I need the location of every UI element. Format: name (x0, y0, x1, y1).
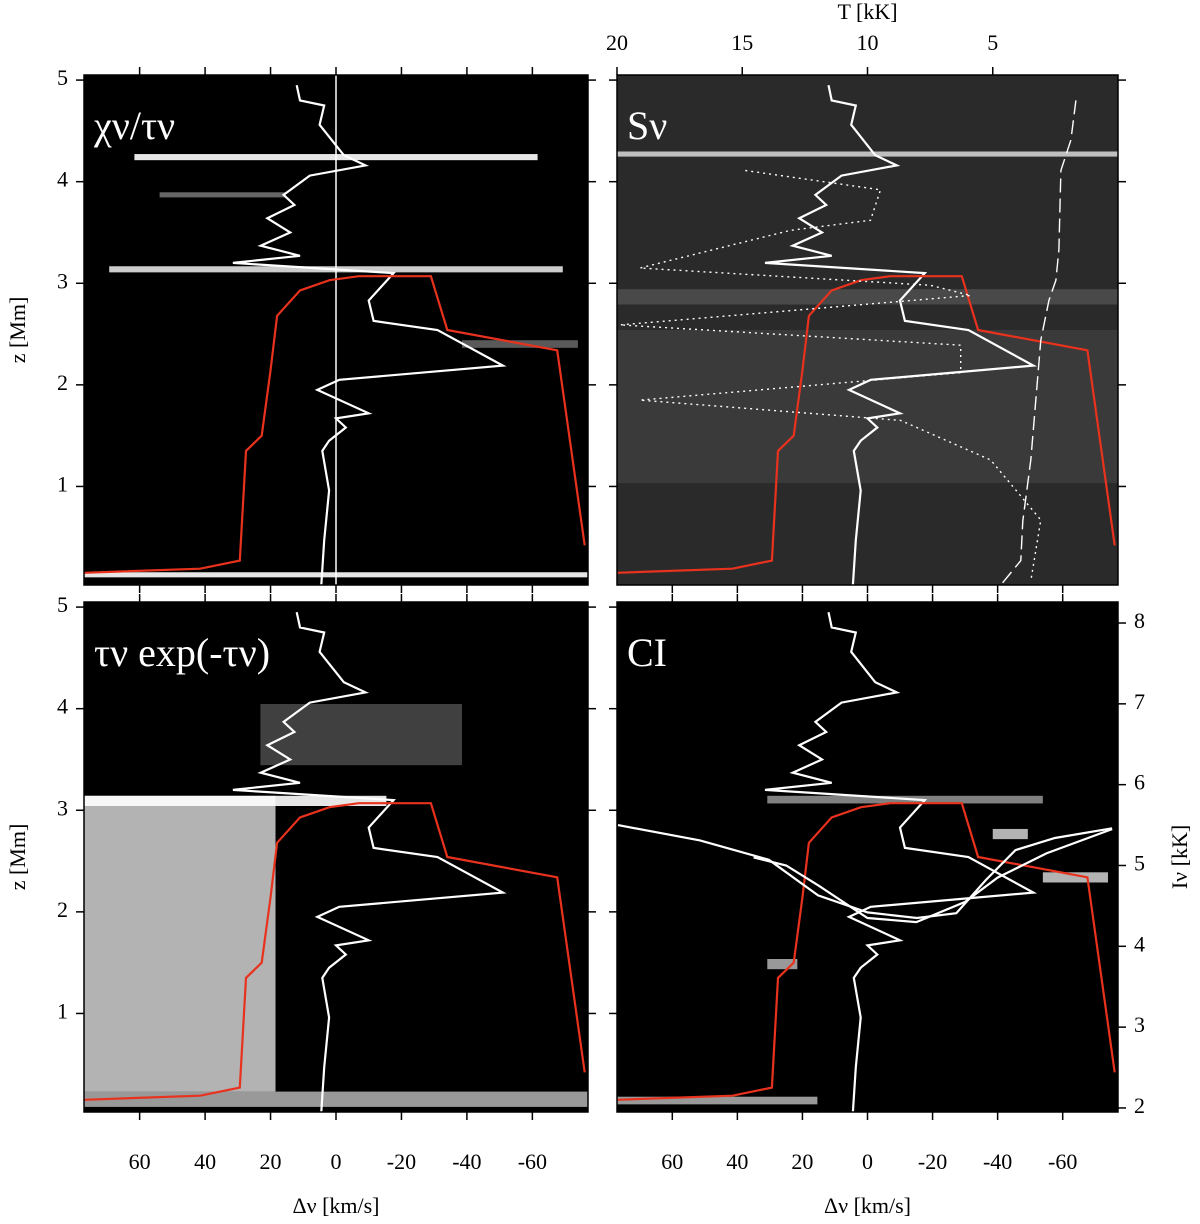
x-tick-label: 0 (331, 1149, 342, 1174)
curve (1000, 100, 1077, 585)
x2-tick-label: 20 (606, 30, 628, 55)
y2-tick-label: 4 (1134, 931, 1145, 956)
y-tick-label: 2 (57, 897, 68, 922)
panel-label: τν exp(-τν) (94, 630, 270, 675)
x2-tick-label: 15 (731, 30, 753, 55)
intensity-band (159, 192, 286, 198)
x-tick-label: 20 (791, 1149, 813, 1174)
curve (764, 84, 1038, 585)
x-tick-label: 60 (129, 1149, 151, 1174)
curve (753, 828, 1113, 924)
y-axis-label: z [Mm] (5, 824, 30, 891)
x-tick-label: -20 (918, 1149, 947, 1174)
x-tick-label: 40 (726, 1149, 748, 1174)
y-tick-label: 1 (57, 999, 68, 1024)
x-tick-label: 60 (661, 1149, 683, 1174)
intensity-band (84, 1091, 588, 1107)
curve (617, 802, 1116, 1101)
x-tick-label: -60 (518, 1149, 547, 1174)
curve (617, 824, 1113, 920)
curve (619, 169, 1042, 582)
intensity-band (617, 151, 1118, 157)
intensity-band (84, 795, 387, 806)
y2-axis-label: Iν [kK] (1167, 825, 1192, 889)
panel-label: χν/τν (93, 103, 175, 148)
intensity-band (617, 1096, 818, 1105)
x-axis-label: Δν [km/s] (292, 1193, 379, 1218)
intensity-band (617, 289, 1118, 305)
y2-tick-label: 2 (1134, 1093, 1145, 1118)
intensity-band (1042, 872, 1108, 883)
panel-label: Sν (627, 103, 667, 148)
y-tick-label: 1 (57, 472, 68, 497)
x-tick-label: -60 (1048, 1149, 1077, 1174)
y-axis-label: z [Mm] (5, 297, 30, 364)
x-tick-label: -20 (387, 1149, 416, 1174)
curve (232, 84, 507, 585)
panel-label: CI (627, 630, 667, 675)
intensity-band (617, 330, 1118, 483)
curve (764, 611, 1038, 1112)
panel (617, 602, 1118, 1112)
panel (84, 75, 588, 585)
intensity-band (84, 795, 276, 1092)
panel-background (617, 75, 1118, 585)
curve (232, 611, 507, 1112)
y-tick-label: 4 (57, 167, 68, 192)
panel (84, 602, 588, 1112)
y-tick-label: 5 (57, 592, 68, 617)
y-tick-label: 5 (57, 65, 68, 90)
panel (617, 75, 1118, 585)
y-tick-label: 3 (57, 268, 68, 293)
x-axis-label: Δν [km/s] (824, 1193, 911, 1218)
x2-tick-label: 10 (857, 30, 879, 55)
x2-tick-label: 5 (987, 30, 998, 55)
y-tick-label: 3 (57, 795, 68, 820)
panel-background (617, 602, 1118, 1112)
x-tick-label: 20 (260, 1149, 282, 1174)
x-tick-label: -40 (983, 1149, 1012, 1174)
curve (617, 275, 1116, 574)
x-tick-label: 0 (862, 1149, 873, 1174)
y2-tick-label: 6 (1134, 770, 1145, 795)
curve (84, 802, 586, 1101)
y2-tick-label: 7 (1134, 689, 1145, 714)
y2-tick-label: 3 (1134, 1012, 1145, 1037)
y2-tick-label: 8 (1134, 608, 1145, 633)
x2-axis-label: T [kK] (837, 0, 897, 24)
y-tick-label: 2 (57, 370, 68, 395)
x-tick-label: 40 (194, 1149, 216, 1174)
curve (84, 275, 586, 574)
intensity-band (767, 959, 798, 970)
y-tick-label: 4 (57, 694, 68, 719)
y2-tick-label: 5 (1134, 851, 1145, 876)
intensity-band (992, 828, 1028, 840)
x-tick-label: -40 (452, 1149, 481, 1174)
